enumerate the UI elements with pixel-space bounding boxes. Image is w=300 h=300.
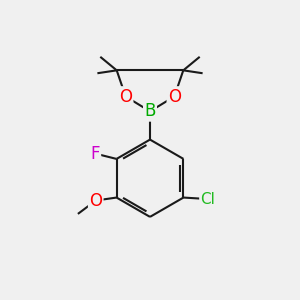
Text: O: O	[119, 88, 132, 106]
Text: O: O	[168, 88, 181, 106]
Text: Cl: Cl	[200, 191, 215, 206]
Text: O: O	[89, 191, 102, 209]
Text: F: F	[90, 145, 100, 163]
Text: B: B	[144, 102, 156, 120]
